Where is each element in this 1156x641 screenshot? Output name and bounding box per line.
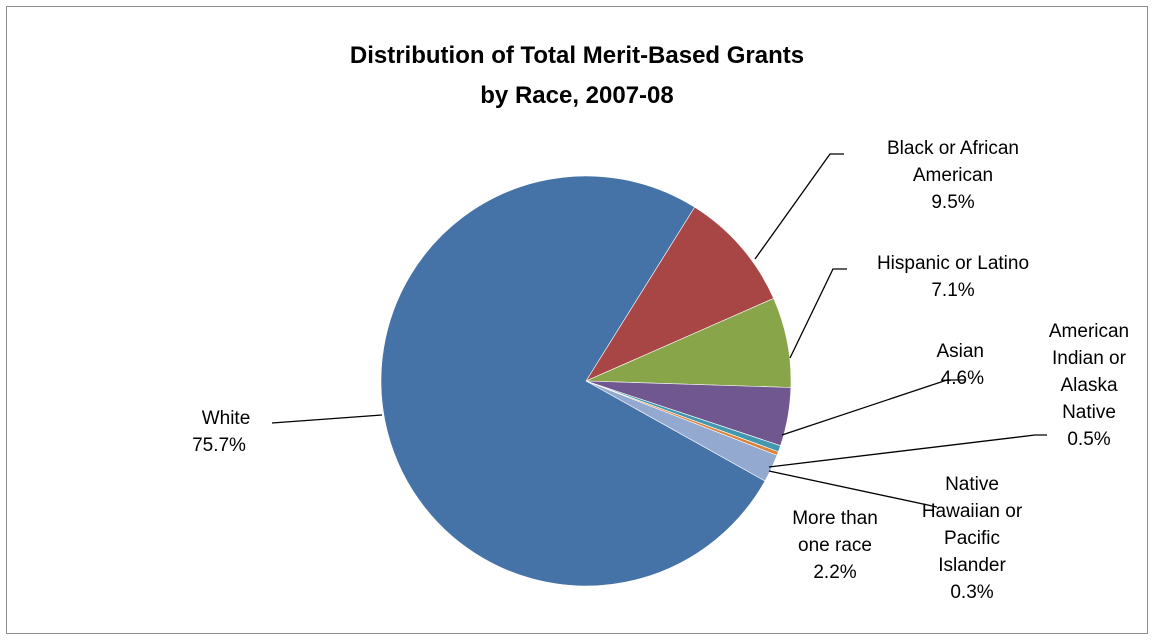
slice-label-2: Asian 4.6%	[936, 341, 984, 389]
slice-percent-6: 75.7%	[192, 435, 246, 456]
leader-line-4	[768, 470, 938, 508]
slice-name-line-0-1: American	[913, 165, 993, 186]
pie-chart: Distribution of Total Merit-Based Grants…	[192, 42, 1129, 603]
slice-name-line-3-0: American	[1049, 321, 1129, 342]
slice-name-line-5-1: one race	[798, 535, 872, 556]
slice-name-line-3-3: Native	[1062, 402, 1116, 423]
slice-label-6: White 75.7%	[192, 408, 250, 456]
slice-name-line-6-0: White	[202, 408, 251, 429]
leader-line-white	[271, 414, 383, 424]
chart-frame: Distribution of Total Merit-Based Grants…	[6, 6, 1148, 634]
slice-name-line-1-0: Hispanic or Latino	[877, 253, 1029, 274]
pie-slice-6	[380, 175, 766, 587]
slice-name-line-5-0: More than	[792, 508, 878, 529]
leader-line-1	[789, 268, 847, 359]
slice-label-5: More than one race 2.2%	[792, 508, 878, 583]
slice-percent-5: 2.2%	[813, 562, 856, 583]
slice-percent-0: 9.5%	[931, 192, 974, 213]
leader-line-0	[754, 153, 844, 260]
slice-percent-2: 4.6%	[941, 368, 984, 389]
leader-line-2	[781, 379, 965, 436]
chart-title-line-2: by Race, 2007-08	[480, 82, 673, 109]
slice-name-line-0-0: Black or African	[887, 138, 1019, 159]
slice-name-line-3-1: Indian or	[1052, 348, 1127, 369]
slice-percent-1: 7.1%	[931, 280, 974, 301]
leader-line-3	[768, 434, 1047, 468]
slice-label-3: American Indian or Alaska Native 0.5%	[1049, 321, 1129, 450]
slice-percent-4: 0.3%	[950, 582, 993, 603]
slice-name-line-4-3: Islander	[938, 555, 1006, 576]
slice-percent-3: 0.5%	[1067, 429, 1110, 450]
slice-name-line-3-2: Alaska	[1060, 375, 1117, 396]
slice-label-4: Native Hawaiian or Pacific Islander 0.3%	[922, 474, 1023, 603]
chart-title-line-1: Distribution of Total Merit-Based Grants	[350, 42, 804, 69]
slice-label-1: Hispanic or Latino 7.1%	[877, 253, 1029, 301]
pie-slice-0	[585, 206, 775, 382]
slice-name-line-4-1: Hawaiian or	[922, 501, 1023, 522]
slice-name-line-2-0: Asian	[936, 341, 984, 362]
slice-label-0: Black or African American 9.5%	[887, 138, 1019, 213]
slice-name-line-4-2: Pacific	[944, 528, 1000, 549]
slice-name-line-4-0: Native	[945, 474, 999, 495]
